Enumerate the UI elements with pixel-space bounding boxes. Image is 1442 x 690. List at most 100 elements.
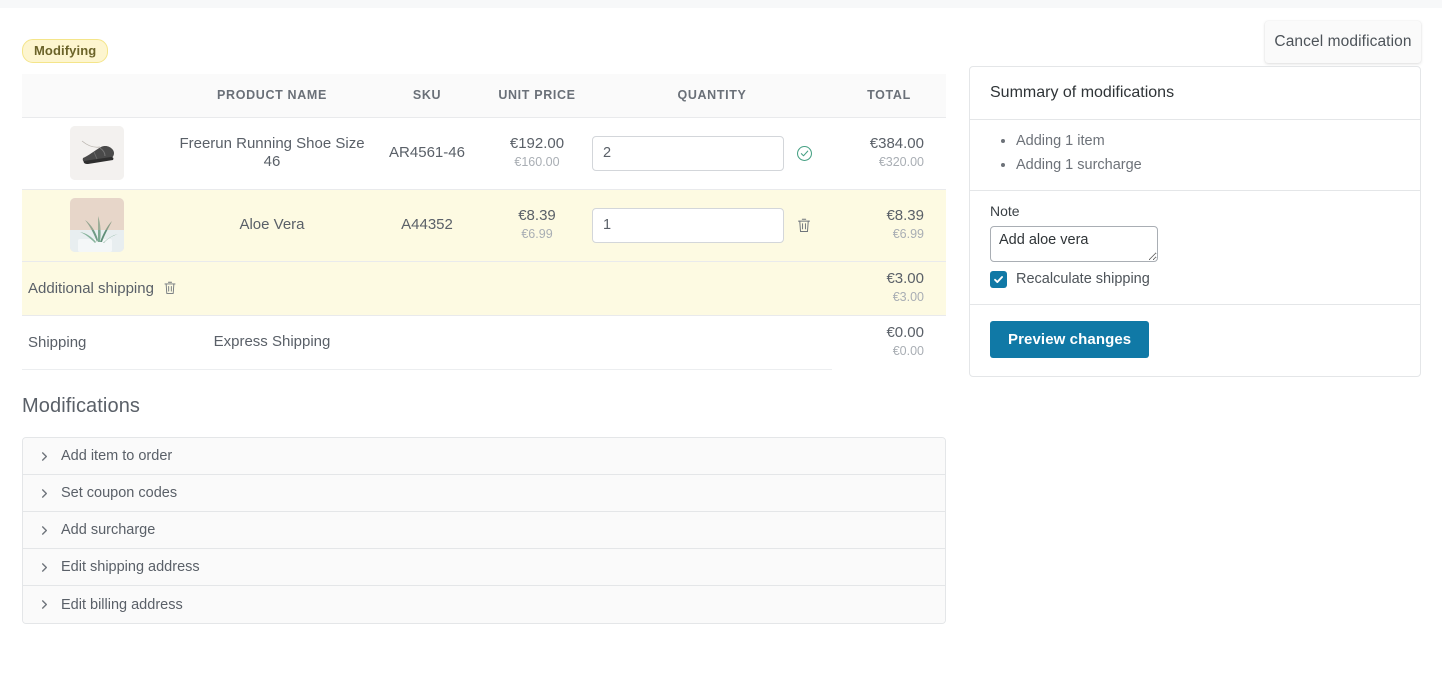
modifications-heading: Modifications: [22, 395, 141, 417]
unit-price-previous: €6.99: [521, 226, 553, 241]
product-name-cell: Aloe Vera: [172, 189, 372, 262]
accordion-item-edit-billing-address[interactable]: Edit billing address: [23, 586, 945, 623]
aloe-vera-icon: [70, 198, 124, 252]
recalculate-shipping-label: Recalculate shipping: [1016, 271, 1150, 288]
column-header-quantity: QUANTITY: [592, 74, 832, 118]
surcharge-label-wrapper: Additional shipping: [22, 280, 372, 297]
accordion-item-label: Set coupon codes: [61, 485, 178, 501]
recalculate-shipping-checkbox[interactable]: [990, 270, 1007, 288]
accordion-item-label: Add surcharge: [61, 522, 156, 538]
status-badge-wrapper: Modifying: [22, 39, 109, 63]
total-cell: €384.00 €320.00: [832, 117, 946, 190]
accordion-item-edit-shipping-address[interactable]: Edit shipping address: [23, 549, 945, 586]
accordion-item-label: Add item to order: [61, 448, 173, 464]
note-label: Note: [990, 202, 1020, 219]
chevron-right-icon: [39, 451, 50, 462]
line-total-value: €384.00: [869, 134, 924, 152]
column-header-total: TOTAL: [832, 74, 946, 118]
summary-bullets: Adding 1 item Adding 1 surcharge: [970, 120, 1420, 191]
shipping-row: Shipping Express Shipping €0.00 €0.00: [22, 315, 946, 370]
shipping-label: Shipping: [28, 333, 87, 351]
surcharge-qty-cell: [592, 261, 832, 316]
line-total-previous: €6.99: [892, 226, 924, 241]
running-shoe-thumbnail: [70, 126, 124, 180]
quantity-cell: [592, 117, 832, 190]
recalculate-shipping-row: Recalculate shipping: [990, 270, 1400, 288]
surcharge-row: Additional shipping: [22, 261, 946, 316]
column-header-unit-price: UNIT PRICE: [482, 74, 592, 118]
accordion-item-label: Edit shipping address: [61, 559, 200, 575]
table-header: PRODUCT NAME SKU UNIT PRICE QUANTITY TOT…: [22, 74, 946, 118]
product-image-cell: [22, 189, 172, 262]
shipping-total-previous: €0.00: [892, 344, 924, 359]
column-header-sku: SKU: [372, 74, 482, 118]
shipping-method: Express Shipping: [213, 333, 331, 350]
quantity-control: [592, 207, 832, 243]
product-name-cell: Freerun Running Shoe Size 46: [172, 117, 372, 190]
shipping-price-cell: [482, 315, 592, 370]
chevron-right-icon: [39, 525, 50, 536]
top-chrome-strip: [0, 0, 1442, 8]
quantity-cell: [592, 189, 832, 262]
order-items-table: PRODUCT NAME SKU UNIT PRICE QUANTITY TOT…: [22, 74, 946, 370]
product-name: Aloe Vera: [239, 216, 305, 233]
unit-price-cell: €192.00 €160.00: [482, 117, 592, 190]
shipping-method-cell: Express Shipping: [172, 315, 372, 370]
accordion-item-label: Edit billing address: [61, 596, 183, 613]
trash-icon[interactable]: [796, 217, 812, 234]
quantity-input[interactable]: [592, 135, 784, 171]
modifications-accordion: Add item to order Set coupon codes Add s…: [22, 437, 946, 624]
quantity-control: [592, 135, 832, 171]
accordion-item-add-surcharge[interactable]: Add surcharge: [23, 512, 945, 549]
summary-panel: Summary of modifications Adding 1 item A…: [969, 66, 1421, 377]
quantity-input[interactable]: [592, 207, 784, 243]
shipping-total-cell: €0.00 €0.00: [832, 315, 946, 369]
unit-price-value: €192.00: [509, 134, 565, 152]
summary-bullet-list: Adding 1 item Adding 1 surcharge: [990, 130, 1400, 178]
shipping-total-value: €0.00: [886, 324, 924, 342]
summary-title: Summary of modifications: [970, 67, 1420, 120]
summary-footer: Preview changes: [970, 305, 1420, 376]
table-row: Freerun Running Shoe Size 46 AR4561-46 €…: [22, 117, 946, 190]
list-item: Adding 1 item: [1016, 130, 1400, 154]
cancel-modification-button[interactable]: Cancel modification: [1265, 21, 1421, 63]
chevron-right-icon: [39, 488, 50, 499]
preview-changes-button[interactable]: Preview changes: [990, 320, 1150, 358]
chevron-right-icon: [39, 562, 50, 573]
surcharge-sku-cell: [372, 261, 482, 316]
product-sku: A44352: [401, 216, 453, 233]
line-total-value: €8.39: [886, 206, 924, 224]
column-header-image: [22, 74, 172, 118]
accordion-item-add-item-to-order[interactable]: Add item to order: [23, 438, 945, 475]
line-total-previous: €320.00: [878, 154, 924, 169]
status-badge: Modifying: [22, 39, 109, 63]
accordion-item-set-coupon-codes[interactable]: Set coupon codes: [23, 475, 945, 512]
aloe-vera-plant-thumbnail: [70, 198, 124, 252]
check-circle-icon[interactable]: [796, 145, 813, 162]
shipping-sku-cell: [372, 315, 482, 370]
unit-price-value: €8.39: [518, 206, 556, 224]
surcharge-total-value: €3.00: [886, 269, 924, 287]
running-shoe-icon: [70, 126, 124, 180]
product-sku: AR4561-46: [389, 144, 465, 161]
table-row: Aloe Vera A44352 €8.39 €6.99: [22, 189, 946, 262]
unit-price-cell: €8.39 €6.99: [482, 189, 592, 262]
sku-cell: AR4561-46: [372, 117, 482, 190]
shipping-qty-cell: [592, 315, 832, 370]
table-header-row: PRODUCT NAME SKU UNIT PRICE QUANTITY TOT…: [22, 74, 946, 118]
note-textarea[interactable]: [990, 225, 1158, 262]
surcharge-total-cell: €3.00 €3.00: [832, 261, 946, 316]
order-modification-page: Cancel modification Modifying PRODUCT NA…: [0, 8, 1442, 690]
chevron-right-icon: [39, 599, 50, 610]
product-name: Freerun Running Shoe Size 46: [179, 135, 365, 170]
table-body: Freerun Running Shoe Size 46 AR4561-46 €…: [22, 117, 946, 370]
surcharge-label-cell: Additional shipping: [22, 261, 372, 316]
unit-price-previous: €160.00: [514, 154, 560, 169]
surcharge-label: Additional shipping: [28, 279, 154, 297]
sku-cell: A44352: [372, 189, 482, 262]
list-item: Adding 1 surcharge: [1016, 154, 1400, 178]
surcharge-total-previous: €3.00: [892, 289, 924, 304]
note-section: Note Recalculate shipping: [970, 191, 1420, 305]
trash-icon[interactable]: [163, 280, 177, 296]
shipping-label-cell: Shipping: [22, 315, 172, 370]
